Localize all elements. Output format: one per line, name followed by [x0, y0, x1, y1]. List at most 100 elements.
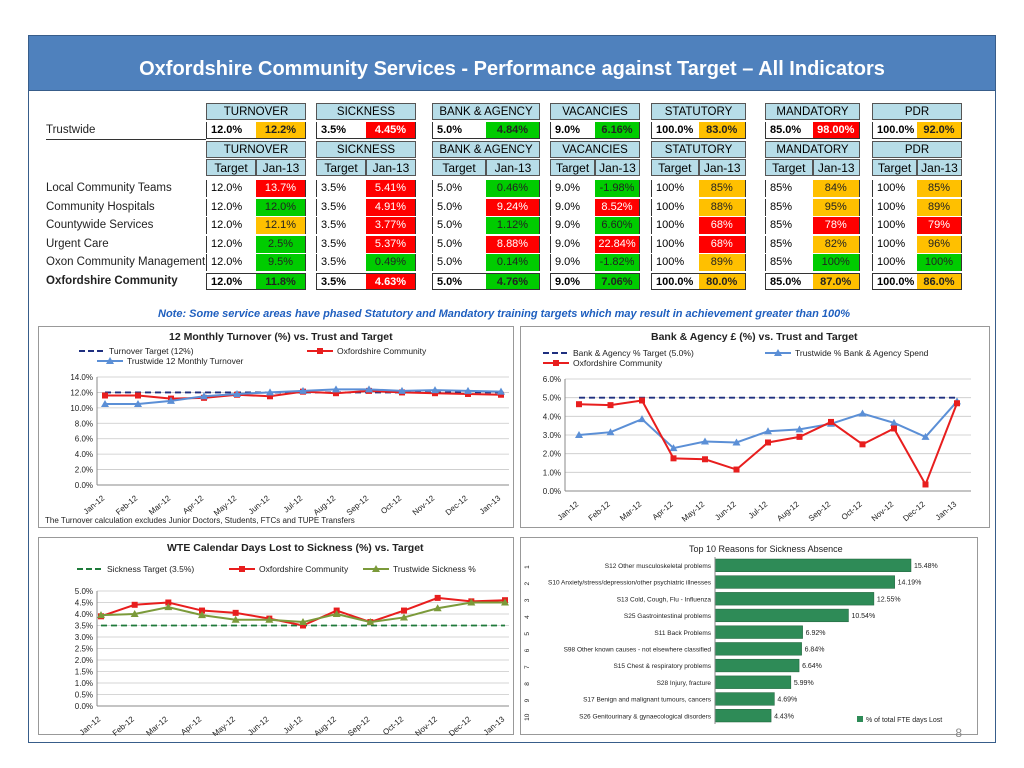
rank-label: 6	[524, 648, 531, 652]
data-point	[431, 386, 439, 394]
data-point	[164, 603, 173, 611]
legend-label: Oxfordshire Community	[573, 358, 663, 368]
value-cell: 12.2%	[256, 122, 306, 139]
data-point	[702, 456, 708, 463]
value-cell: 1.12%	[486, 217, 540, 235]
y-tick-label: 8.0%	[75, 419, 93, 428]
bar	[714, 658, 800, 673]
target-cell: 100%	[651, 254, 699, 272]
reasons-chart-panel: Top 10 Reasons for Sickness Absence 15.4…	[520, 537, 978, 735]
x-tick-label: Jan-12	[78, 714, 103, 736]
target-cell: 9.0%	[550, 235, 595, 253]
bar	[714, 709, 772, 723]
x-tick-label: Jan-13	[934, 499, 959, 522]
target-cell: 9.0%	[550, 217, 595, 235]
indicator-header: SICKNESS	[316, 103, 416, 120]
value-cell: 4.91%	[366, 198, 416, 216]
data-point	[365, 385, 373, 393]
target-cell: 100%	[872, 198, 917, 216]
x-tick-label: Oct-12	[379, 493, 404, 516]
value-cell: 89%	[698, 254, 746, 272]
target-cell: 3.5%	[316, 122, 366, 139]
x-tick-label: Jul-12	[282, 493, 305, 514]
value-cell: 95%	[812, 198, 860, 216]
x-tick-label: Sep-12	[345, 493, 371, 517]
legend-marker	[317, 348, 323, 354]
data-point	[733, 466, 740, 473]
legend-marker	[553, 360, 559, 366]
value-cell: 5.37%	[366, 235, 416, 253]
value-cell: 82%	[812, 235, 860, 253]
value-cell: 4.63%	[366, 273, 416, 290]
data-point	[130, 610, 139, 617]
content-frame	[28, 91, 996, 743]
target-cell: 100%	[651, 235, 699, 253]
x-tick-label: Dec-12	[901, 499, 927, 523]
value-cell: 80.0%	[698, 273, 746, 290]
indicator-header: VACANCIES	[550, 141, 640, 158]
y-tick-label: 2.0%	[75, 656, 93, 665]
value-cell: -1.98%	[595, 180, 640, 197]
target-cell: 5.0%	[432, 273, 486, 290]
data-point	[464, 386, 472, 394]
indicator-header: MANDATORY	[765, 141, 860, 158]
legend-label: Turnover Target (12%)	[109, 346, 194, 356]
y-tick-label: 0.0%	[75, 702, 93, 711]
value-cell: 4.76%	[486, 273, 540, 290]
month-header: Jan-13	[917, 159, 962, 176]
value-cell: 84%	[812, 180, 860, 197]
data-point	[701, 437, 709, 445]
target-cell: 9.0%	[550, 273, 595, 290]
turnover-chart-panel: 12 Monthly Turnover (%) vs. Trust and Ta…	[38, 326, 514, 528]
rank-label: 8	[524, 682, 531, 686]
row-label: Trustwide	[46, 124, 96, 136]
data-point	[401, 607, 407, 614]
value-cell: 0.49%	[366, 254, 416, 272]
target-cell: 5.0%	[432, 235, 486, 253]
x-tick-label: Dec-12	[447, 714, 473, 736]
value-cell: 68%	[698, 217, 746, 235]
x-tick-label: Jan-12	[82, 493, 107, 516]
bar	[714, 675, 792, 689]
y-tick-label: 5.0%	[543, 394, 561, 403]
target-cell: 5.0%	[432, 180, 486, 197]
bank-agency-chart: 0.0% 1.0% 2.0% 3.0% 4.0% 5.0% 6.0% Jan-12 Feb-12…	[543, 348, 971, 524]
target-cell: 100.0%	[651, 273, 699, 290]
data-point	[576, 401, 582, 408]
y-tick-label: 1.5%	[75, 668, 93, 677]
value-cell: 4.45%	[366, 122, 416, 139]
bar	[714, 592, 875, 606]
target-cell: 100.0%	[651, 122, 699, 139]
x-tick-label: Sep-12	[346, 714, 372, 736]
data-point	[433, 604, 442, 612]
category-label: S17 Benign and malignant tumours, cancer…	[583, 697, 712, 704]
target-cell: 5.0%	[432, 217, 486, 235]
sickness-chart: 0.0% 0.5% 1.0% 1.5% 2.0% 2.5% 3.0% 3.5% 4.0% 4.5%…	[75, 564, 509, 736]
bar-value-label: 5.99%	[794, 680, 814, 687]
target-cell: 100%	[651, 198, 699, 216]
target-cell: 85.0%	[765, 273, 813, 290]
x-tick-label: May-12	[212, 493, 239, 517]
category-label: S15 Chest & respiratory problems	[613, 663, 711, 670]
bank-agency-chart-title: Bank & Agency £ (%) vs. Trust and Target	[651, 331, 858, 343]
data-point	[828, 418, 834, 425]
y-tick-label: 1.0%	[543, 468, 561, 477]
month-header: Jan-13	[698, 159, 746, 176]
x-tick-label: Nov-12	[411, 493, 437, 517]
value-cell: 6.16%	[595, 122, 640, 139]
x-tick-label: Feb-12	[114, 493, 140, 517]
legend-label: Trustwide % Bank & Agency Spend	[795, 348, 929, 358]
target-cell: 12.0%	[206, 273, 256, 290]
x-tick-label: Jan-12	[556, 499, 581, 522]
target-cell: 9.0%	[550, 198, 595, 216]
value-cell: 88%	[698, 198, 746, 216]
legend-marker	[239, 566, 245, 572]
value-cell: 8.52%	[595, 198, 640, 216]
reasons-chart-title: Top 10 Reasons for Sickness Absence	[689, 544, 843, 554]
indicator-header: BANK & AGENCY	[432, 141, 540, 158]
target-cell: 3.5%	[316, 180, 366, 197]
data-point	[575, 431, 583, 438]
data-point	[134, 400, 142, 407]
target-cell: 3.5%	[316, 254, 366, 272]
legend-marker	[372, 565, 380, 572]
